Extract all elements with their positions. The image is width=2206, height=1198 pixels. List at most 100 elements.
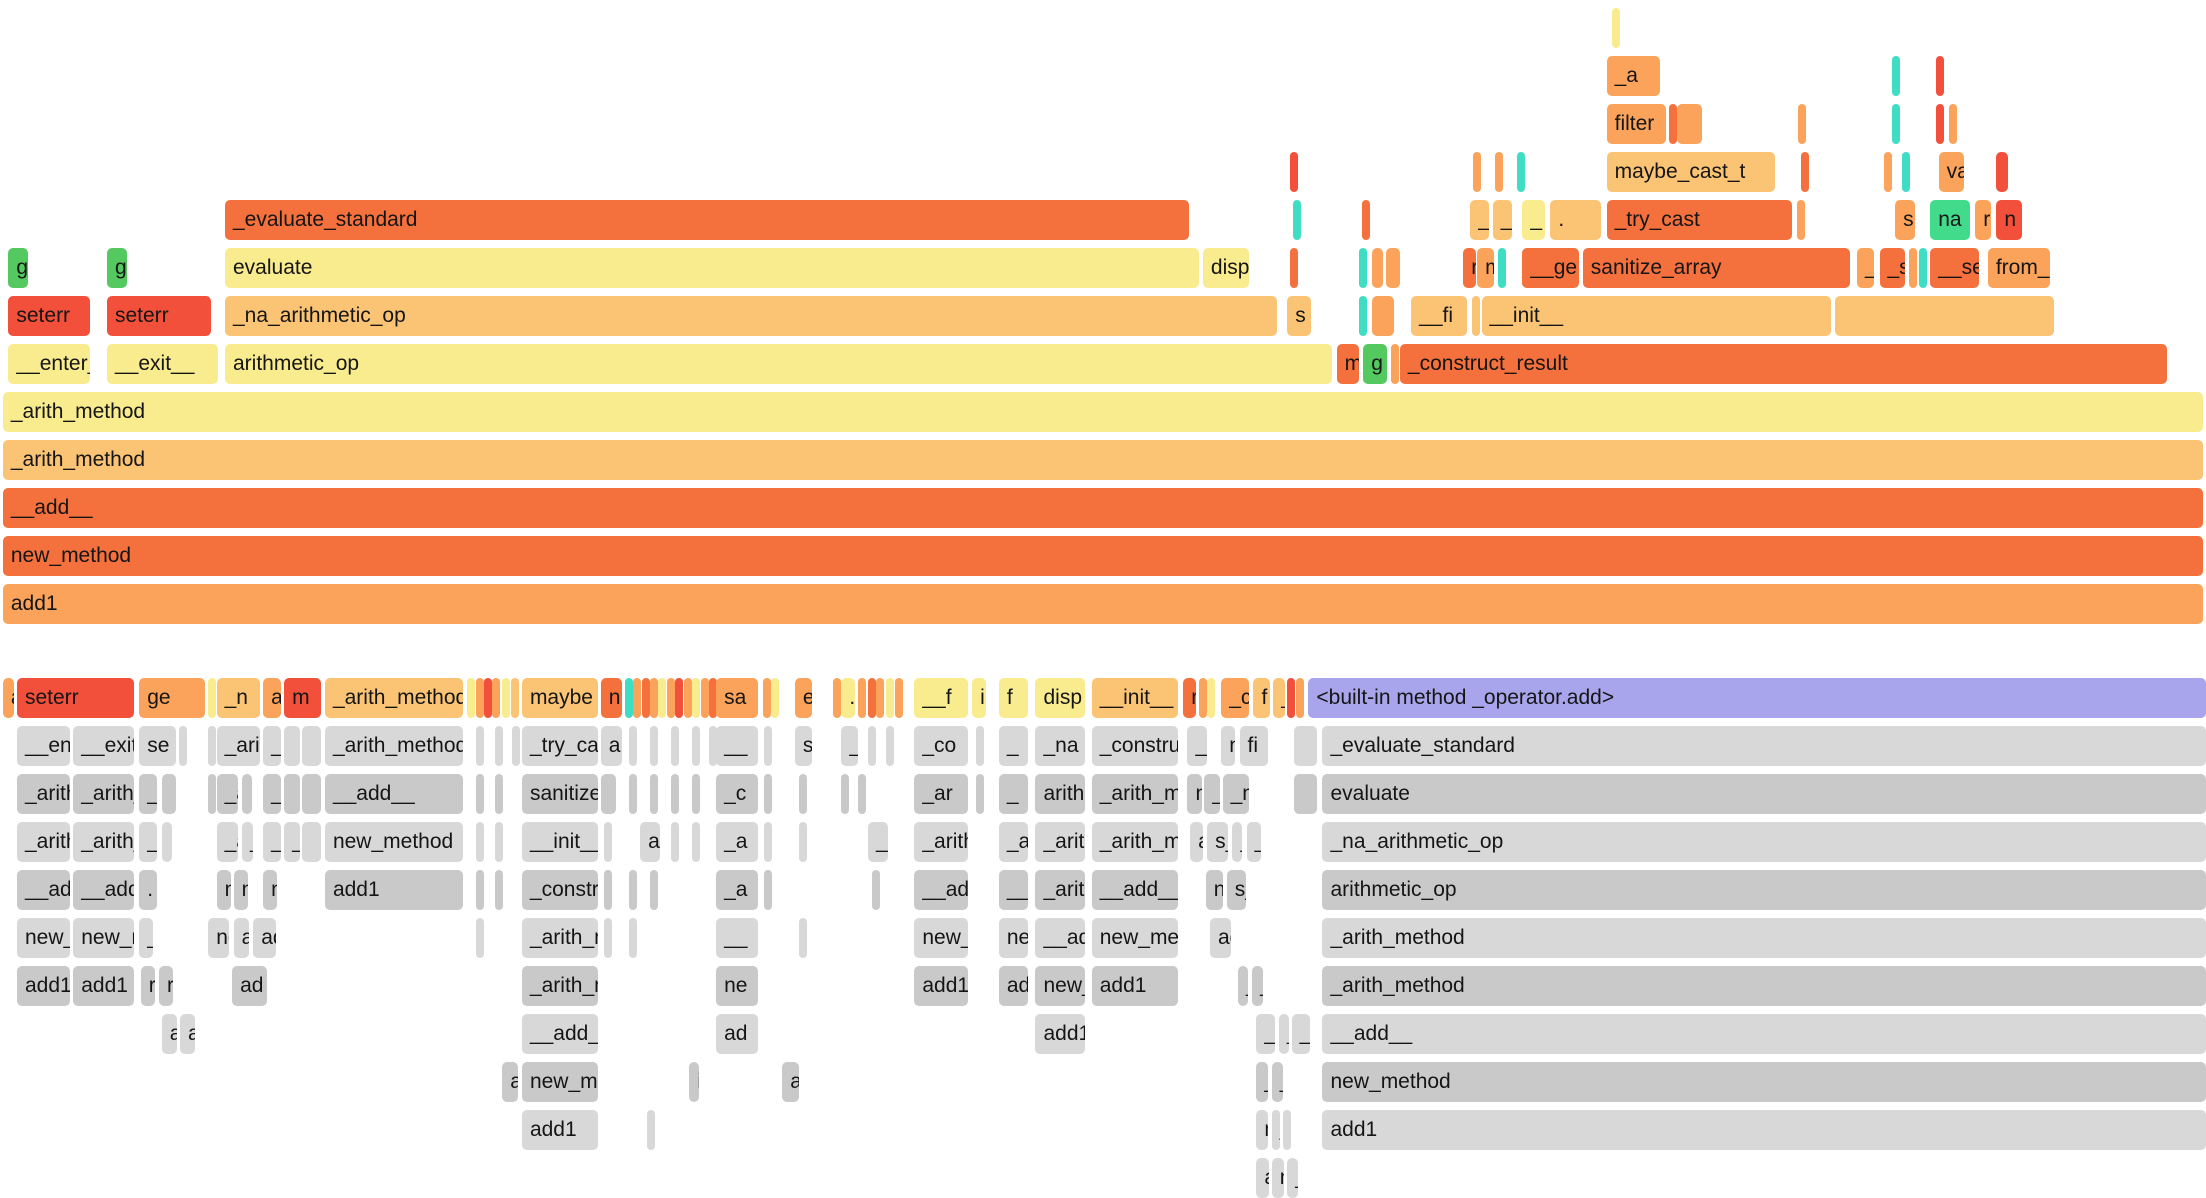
- frame-sliver[interactable]: [483, 678, 492, 718]
- frame-sliver[interactable]: [1883, 152, 1892, 192]
- frame-n[interactable]: n: [1256, 1110, 1268, 1150]
- frame-_[interactable]: _: [1256, 1062, 1268, 1102]
- frame-r[interactable]: r: [1183, 678, 1196, 718]
- frame-r[interactable]: r: [140, 966, 155, 1006]
- frame-s_[interactable]: s_: [1226, 870, 1247, 910]
- frame-sliver[interactable]: [799, 774, 807, 814]
- frame-maybe_cast_t[interactable]: maybe_cast_t: [1606, 152, 1776, 192]
- frame-_a[interactable]: _a: [1606, 56, 1660, 96]
- frame-_arith_method[interactable]: _arith_method: [73, 822, 134, 862]
- frame-sliver[interactable]: [1391, 344, 1400, 384]
- frame-_arith_method[interactable]: _arith_method: [73, 774, 134, 814]
- frame-__add__[interactable]: __add__: [324, 774, 463, 814]
- frame-_[interactable]: _: [241, 822, 254, 862]
- frame-add1[interactable]: add1: [73, 966, 134, 1006]
- frame-sliver[interactable]: [495, 822, 504, 862]
- frame-sliver[interactable]: [1892, 56, 1901, 96]
- frame-_[interactable]: _: [1291, 1014, 1310, 1054]
- frame-g[interactable]: g: [8, 248, 28, 288]
- frame-sliver[interactable]: [763, 822, 772, 862]
- frame-ad[interactable]: ad: [253, 918, 276, 958]
- frame-sliver[interactable]: [649, 870, 658, 910]
- frame-[interactable]: .: [1550, 200, 1602, 240]
- frame-seterr[interactable]: seterr: [8, 296, 90, 336]
- frame-sliver[interactable]: [1892, 104, 1901, 144]
- frame-sanitize_array[interactable]: sanitize_array: [1582, 248, 1851, 288]
- frame-n[interactable]: n: [1187, 774, 1202, 814]
- frame-_arith_method[interactable]: _arith_method: [2, 440, 2204, 480]
- frame-sliver[interactable]: [832, 678, 841, 718]
- frame-__add__[interactable]: __add__: [73, 870, 134, 910]
- frame-ad[interactable]: ad: [1209, 918, 1232, 958]
- frame-sliver[interactable]: [872, 870, 881, 910]
- frame-sliver[interactable]: [649, 726, 658, 766]
- frame-_construct_result[interactable]: _construct_result: [521, 870, 598, 910]
- frame-a[interactable]: a: [161, 1014, 178, 1054]
- frame-sliver[interactable]: [762, 678, 771, 718]
- frame-sliver[interactable]: [641, 678, 650, 718]
- frame-sliver[interactable]: [976, 726, 985, 766]
- frame-_arith_method[interactable]: _arith_method: [16, 774, 71, 814]
- frame-n[interactable]: n: [1271, 1158, 1285, 1198]
- frame-sliver[interactable]: [1918, 248, 1927, 288]
- frame-n[interactable]: n: [216, 870, 231, 910]
- frame-ne[interactable]: ne: [208, 918, 230, 958]
- frame-_evaluate_standard[interactable]: _evaluate_standard: [225, 200, 1189, 240]
- frame-_[interactable]: _: [1857, 248, 1874, 288]
- frame-_arith_method[interactable]: _arith_method: [1322, 966, 2206, 1006]
- frame-sliver[interactable]: [675, 678, 684, 718]
- frame-arithmetic_op[interactable]: arithmetic_op: [1322, 870, 2206, 910]
- frame-add1[interactable]: add1: [16, 966, 71, 1006]
- frame-_[interactable]: _: [1522, 200, 1545, 240]
- frame-sliver[interactable]: [763, 870, 772, 910]
- frame-sliver[interactable]: [700, 678, 709, 718]
- frame-_[interactable]: _: [139, 918, 154, 958]
- frame-sliver[interactable]: [799, 918, 807, 958]
- frame-__[interactable]: __: [998, 870, 1029, 910]
- frame-va[interactable]: va: [1938, 152, 1964, 192]
- frame-ge[interactable]: ge: [139, 678, 206, 718]
- frame-_[interactable]: _: [1492, 200, 1513, 240]
- frame-_a[interactable]: _a: [216, 774, 238, 814]
- frame-_c[interactable]: _c: [1221, 678, 1250, 718]
- frame-sliver[interactable]: [1948, 104, 1957, 144]
- frame-__init__[interactable]: __init__: [1481, 296, 1831, 336]
- frame-sliver[interactable]: [763, 774, 772, 814]
- frame-seterr[interactable]: seterr: [16, 678, 134, 718]
- frame-sliver[interactable]: [178, 726, 187, 766]
- frame-sliver[interactable]: [603, 822, 612, 862]
- frame-new_method[interactable]: new_method: [1091, 918, 1178, 958]
- frame-add1[interactable]: add1: [2, 584, 2204, 624]
- frame-sliver[interactable]: [502, 678, 511, 718]
- frame-__add__[interactable]: __add__: [1322, 1014, 2206, 1054]
- frame-__enter__[interactable]: __enter__: [8, 344, 90, 384]
- frame-sliver[interactable]: [467, 678, 475, 718]
- frame-evaluate[interactable]: evaluate: [1322, 774, 2206, 814]
- frame-sliver[interactable]: [692, 822, 701, 862]
- frame-sliver[interactable]: [770, 678, 779, 718]
- frame-m[interactable]: m: [1336, 344, 1360, 384]
- frame-_[interactable]: _: [263, 822, 282, 862]
- frame-new_method[interactable]: new_method: [324, 822, 463, 862]
- frame-sliver[interactable]: [1295, 678, 1304, 718]
- frame-_c[interactable]: _c: [716, 774, 759, 814]
- frame-sliver[interactable]: [284, 726, 300, 766]
- frame-sliver[interactable]: [649, 678, 658, 718]
- frame-new_method[interactable]: new_method: [521, 1062, 598, 1102]
- frame-sliver[interactable]: [709, 726, 717, 766]
- frame-a[interactable]: a: [263, 678, 282, 718]
- frame-sliver[interactable]: [647, 1110, 656, 1150]
- frame-sliver[interactable]: [241, 774, 252, 814]
- frame-__fi[interactable]: __fi: [1411, 296, 1468, 336]
- frame-sliver[interactable]: [510, 678, 519, 718]
- frame-from_[interactable]: from_: [1987, 248, 2050, 288]
- frame-sliver[interactable]: [1677, 104, 1703, 144]
- frame-_[interactable]: _: [1232, 822, 1243, 862]
- frame-r[interactable]: r: [1975, 200, 1991, 240]
- frame-sliver[interactable]: [886, 726, 895, 766]
- frame-n[interactable]: n: [1221, 726, 1236, 766]
- frame-_[interactable]: _: [998, 774, 1029, 814]
- frame-sliver[interactable]: [692, 774, 701, 814]
- frame-new_method[interactable]: new_method: [1322, 1062, 2206, 1102]
- frame-a[interactable]: a: [2, 678, 15, 718]
